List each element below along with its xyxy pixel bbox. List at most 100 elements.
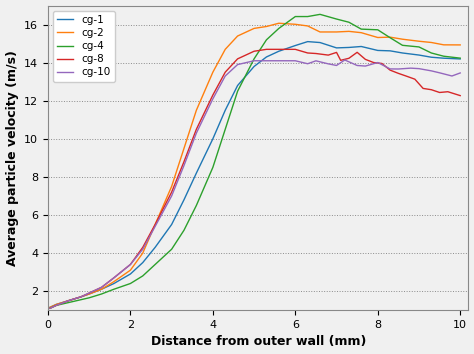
cg-10 bbox=[140, 247, 146, 251]
cg-2 bbox=[235, 34, 240, 38]
cg-10 bbox=[152, 224, 158, 229]
cg-10 bbox=[235, 62, 240, 67]
cg-10 bbox=[428, 69, 434, 73]
cg-8 bbox=[54, 303, 59, 308]
cg-8 bbox=[457, 93, 463, 98]
cg-8 bbox=[354, 50, 360, 55]
cg-8 bbox=[264, 47, 269, 51]
cg-10 bbox=[354, 63, 360, 68]
Y-axis label: Average particle velocity (m/s): Average particle velocity (m/s) bbox=[6, 50, 18, 266]
Line: cg-2: cg-2 bbox=[50, 23, 460, 307]
cg-8 bbox=[181, 160, 187, 164]
cg-2 bbox=[86, 292, 92, 296]
cg-1 bbox=[264, 55, 269, 59]
cg-4 bbox=[317, 12, 323, 17]
cg-10 bbox=[313, 59, 319, 63]
cg-1 bbox=[54, 302, 59, 307]
cg-4 bbox=[222, 127, 228, 131]
cg-8 bbox=[371, 61, 376, 65]
cg-10 bbox=[47, 306, 53, 310]
cg-10 bbox=[387, 67, 393, 71]
cg-2 bbox=[169, 184, 174, 189]
cg-1 bbox=[222, 108, 228, 112]
cg-1 bbox=[193, 171, 199, 175]
Line: cg-4: cg-4 bbox=[50, 15, 460, 308]
cg-10 bbox=[363, 64, 368, 68]
cg-2 bbox=[251, 26, 257, 30]
cg-4 bbox=[276, 26, 282, 30]
cg-1 bbox=[358, 44, 364, 48]
cg-8 bbox=[111, 276, 117, 280]
cg-1 bbox=[292, 44, 298, 48]
cg-4 bbox=[86, 296, 92, 300]
cg-8 bbox=[47, 306, 53, 310]
cg-2 bbox=[152, 222, 158, 227]
cg-2 bbox=[305, 24, 310, 28]
cg-1 bbox=[334, 46, 339, 50]
cg-10 bbox=[128, 262, 133, 267]
cg-8 bbox=[276, 47, 282, 51]
cg-4 bbox=[140, 274, 146, 278]
cg-8 bbox=[420, 86, 426, 91]
cg-10 bbox=[342, 58, 347, 62]
cg-4 bbox=[264, 38, 269, 42]
cg-10 bbox=[86, 291, 92, 295]
cg-4 bbox=[346, 20, 352, 24]
cg-1 bbox=[169, 222, 174, 227]
X-axis label: Distance from outer wall (mm): Distance from outer wall (mm) bbox=[151, 336, 366, 348]
cg-10 bbox=[416, 67, 422, 71]
cg-8 bbox=[99, 285, 104, 290]
cg-1 bbox=[428, 55, 434, 59]
cg-2 bbox=[358, 30, 364, 35]
cg-8 bbox=[326, 53, 331, 57]
cg-2 bbox=[416, 39, 422, 43]
cg-2 bbox=[140, 251, 146, 255]
cg-2 bbox=[346, 29, 352, 34]
cg-4 bbox=[235, 89, 240, 93]
cg-1 bbox=[251, 64, 257, 69]
cg-1 bbox=[99, 287, 104, 291]
cg-4 bbox=[305, 15, 310, 19]
cg-1 bbox=[66, 298, 72, 303]
cg-8 bbox=[305, 51, 310, 55]
cg-8 bbox=[334, 50, 339, 55]
cg-2 bbox=[66, 298, 72, 303]
cg-10 bbox=[181, 163, 187, 167]
cg-1 bbox=[375, 48, 381, 52]
cg-2 bbox=[375, 35, 381, 40]
cg-1 bbox=[387, 49, 393, 53]
cg-4 bbox=[47, 306, 53, 310]
cg-8 bbox=[152, 222, 158, 227]
cg-8 bbox=[387, 68, 393, 72]
cg-8 bbox=[338, 58, 344, 62]
cg-1 bbox=[140, 261, 146, 265]
cg-2 bbox=[276, 21, 282, 25]
cg-1 bbox=[416, 53, 422, 57]
cg-2 bbox=[222, 47, 228, 51]
cg-4 bbox=[54, 303, 59, 308]
cg-4 bbox=[111, 287, 117, 291]
cg-8 bbox=[379, 61, 385, 65]
cg-1 bbox=[210, 137, 216, 141]
cg-4 bbox=[210, 165, 216, 170]
cg-8 bbox=[235, 57, 240, 61]
cg-2 bbox=[78, 295, 84, 299]
cg-4 bbox=[193, 203, 199, 207]
cg-2 bbox=[400, 37, 405, 41]
cg-10 bbox=[292, 59, 298, 63]
cg-1 bbox=[276, 49, 282, 53]
cg-2 bbox=[264, 24, 269, 29]
cg-8 bbox=[363, 57, 368, 62]
cg-4 bbox=[400, 43, 405, 47]
cg-1 bbox=[441, 56, 447, 60]
cg-8 bbox=[251, 49, 257, 53]
cg-2 bbox=[317, 30, 323, 34]
cg-2 bbox=[210, 70, 216, 74]
cg-10 bbox=[66, 298, 72, 303]
cg-4 bbox=[416, 45, 422, 49]
cg-10 bbox=[305, 62, 310, 66]
cg-10 bbox=[375, 61, 381, 65]
cg-10 bbox=[264, 59, 269, 63]
cg-8 bbox=[222, 70, 228, 74]
cg-2 bbox=[387, 35, 393, 39]
